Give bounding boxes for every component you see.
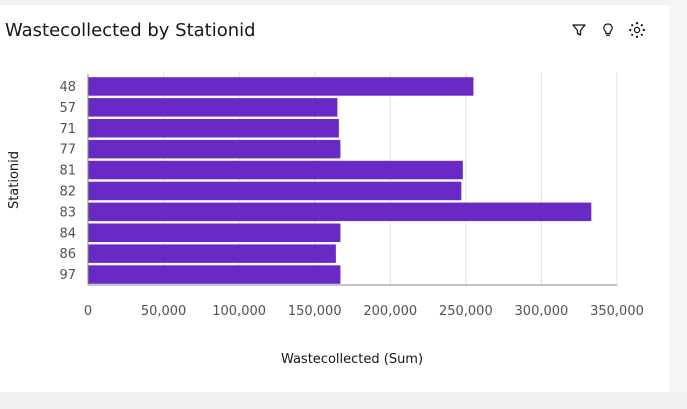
y-axis-label: Stationid (7, 151, 22, 209)
filter-icon[interactable] (568, 19, 590, 41)
y-tick-label: 86 (59, 247, 76, 262)
x-tick-label: 250,000 (439, 304, 493, 319)
y-tick-label: 84 (59, 226, 76, 241)
y-tick-label: 81 (59, 164, 76, 179)
y-tick-label: 71 (59, 122, 76, 137)
y-tick-label: 48 (59, 80, 76, 95)
lightbulb-icon[interactable] (597, 19, 619, 41)
x-tick-label: 0 (84, 304, 92, 319)
bar-82[interactable] (88, 181, 462, 201)
x-tick-label: 350,000 (590, 304, 644, 319)
x-tick-label: 200,000 (363, 304, 417, 319)
bar-77[interactable] (88, 139, 341, 159)
bar-83[interactable] (88, 202, 592, 222)
y-tick-label: 83 (59, 205, 76, 220)
x-tick-label: 300,000 (515, 304, 569, 319)
bar-71[interactable] (88, 119, 339, 138)
y-tick-label: 97 (59, 268, 76, 283)
axes: 0 50,000 100,000 150,000 200,000 250,000 300,0… (59, 74, 644, 319)
settings-icon[interactable] (626, 19, 648, 41)
bar-81[interactable] (88, 160, 463, 180)
chart-toolbar (568, 19, 648, 41)
bar-97[interactable] (88, 265, 341, 284)
x-tick-label: 100,000 (212, 304, 266, 319)
x-tick-label: 150,000 (288, 304, 342, 319)
chart-title: Wastecollected by Stationid (5, 20, 256, 41)
bar-86[interactable] (88, 244, 336, 263)
x-tick-label: 50,000 (141, 304, 187, 319)
bar-57[interactable] (88, 98, 338, 117)
y-tick-label: 82 (59, 184, 76, 199)
y-tick-label: 77 (59, 143, 76, 158)
bar-48[interactable] (88, 77, 474, 96)
bottom-strip (0, 392, 687, 409)
bar-84[interactable] (88, 223, 341, 243)
y-tick-label: 57 (59, 101, 76, 116)
x-axis-label: Wastecollected (Sum) (281, 352, 423, 367)
bars (88, 77, 592, 284)
